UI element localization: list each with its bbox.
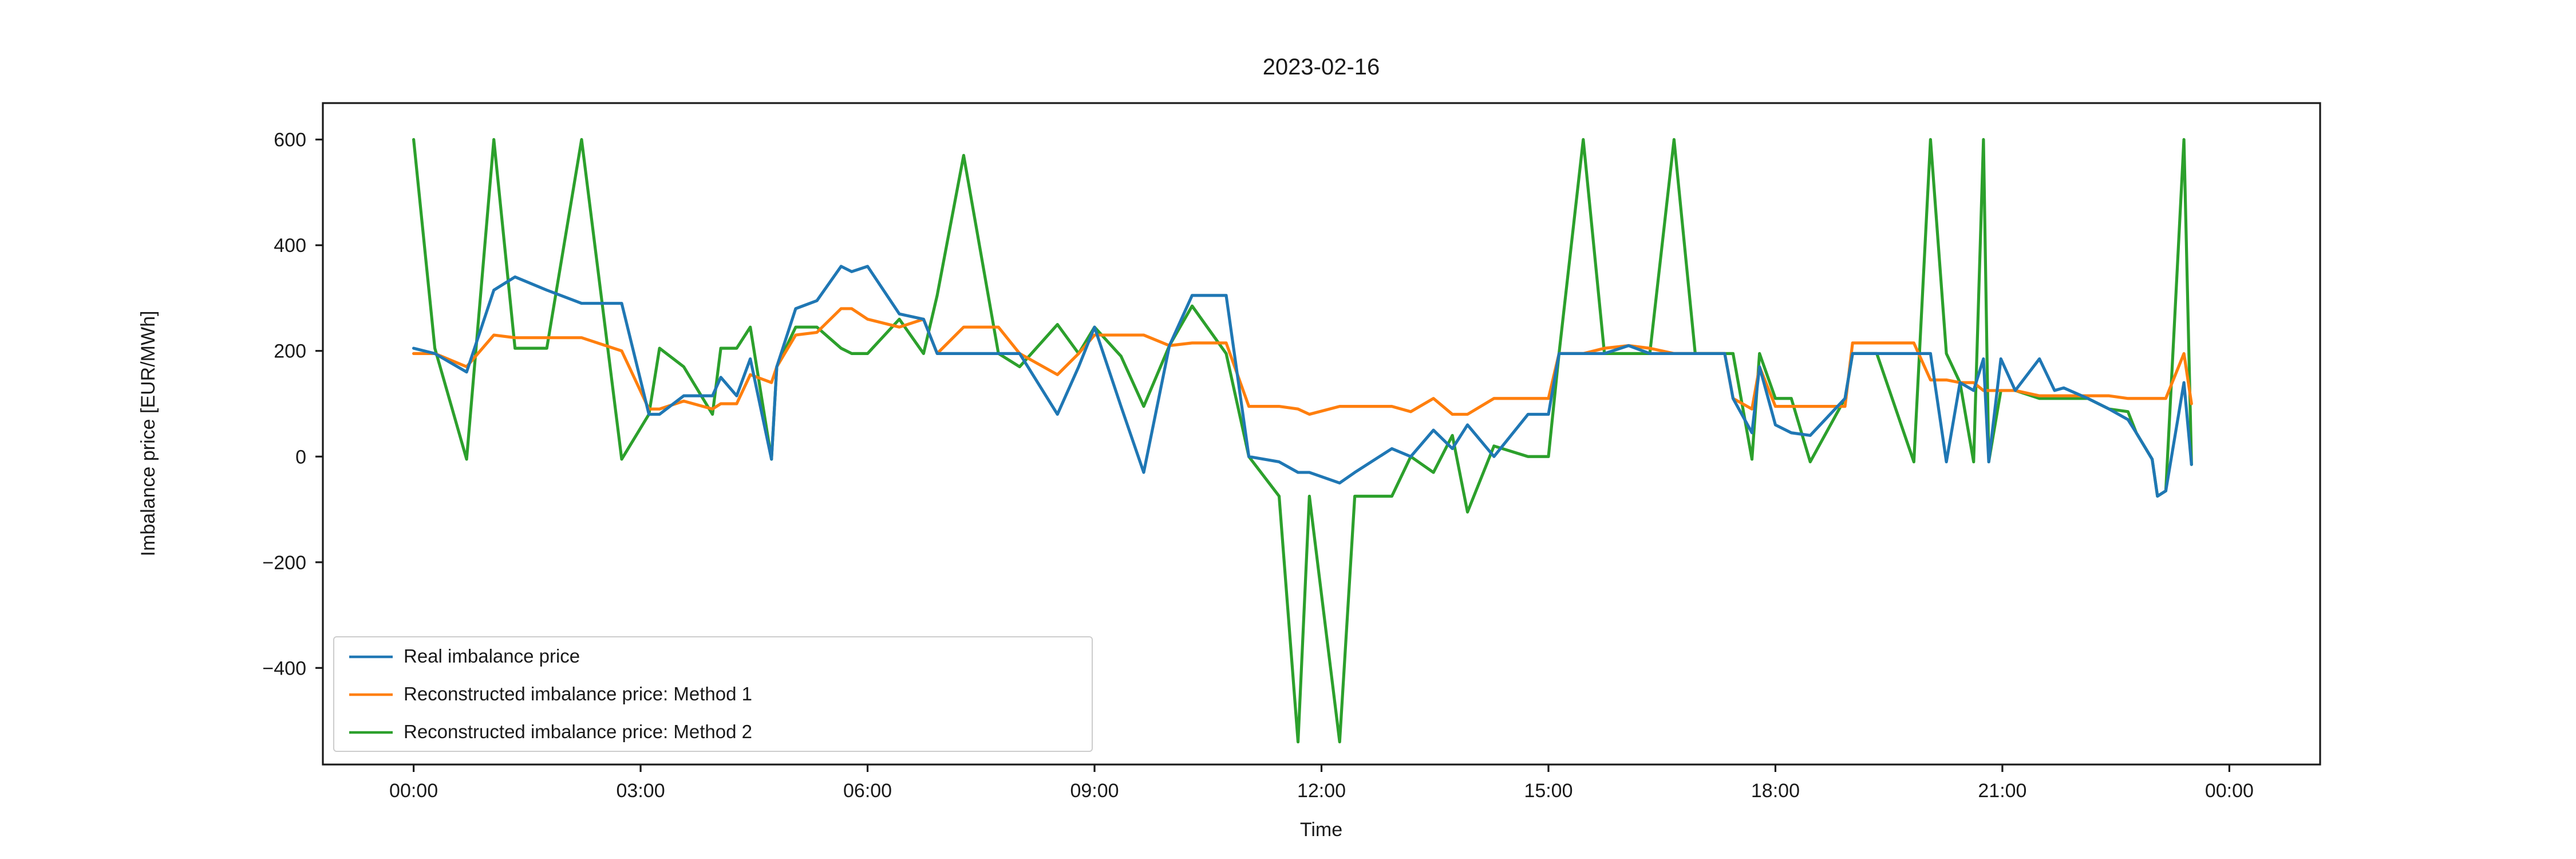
svg-text:15:00: 15:00 (1524, 780, 1573, 802)
svg-text:600: 600 (274, 129, 306, 151)
svg-text:03:00: 03:00 (617, 780, 665, 802)
svg-text:18:00: 18:00 (1751, 780, 1800, 802)
svg-text:21:00: 21:00 (1978, 780, 2026, 802)
svg-text:−200: −200 (262, 552, 306, 574)
svg-text:Time: Time (1300, 819, 1342, 841)
svg-text:0: 0 (295, 446, 306, 468)
svg-text:Reconstructed imbalance price:: Reconstructed imbalance price: Method 1 (404, 683, 752, 704)
svg-text:−400: −400 (262, 657, 306, 679)
svg-text:12:00: 12:00 (1297, 780, 1346, 802)
svg-text:2023-02-16: 2023-02-16 (1263, 54, 1380, 80)
svg-text:06:00: 06:00 (843, 780, 892, 802)
svg-text:Real imbalance price: Real imbalance price (404, 645, 580, 667)
svg-text:200: 200 (274, 341, 306, 362)
svg-text:400: 400 (274, 235, 306, 257)
svg-text:00:00: 00:00 (389, 780, 438, 802)
svg-text:Imbalance price [EUR/MWh]: Imbalance price [EUR/MWh] (137, 311, 159, 557)
svg-text:Reconstructed imbalance price:: Reconstructed imbalance price: Method 2 (404, 721, 752, 742)
svg-text:00:00: 00:00 (2205, 780, 2254, 802)
svg-text:09:00: 09:00 (1070, 780, 1119, 802)
